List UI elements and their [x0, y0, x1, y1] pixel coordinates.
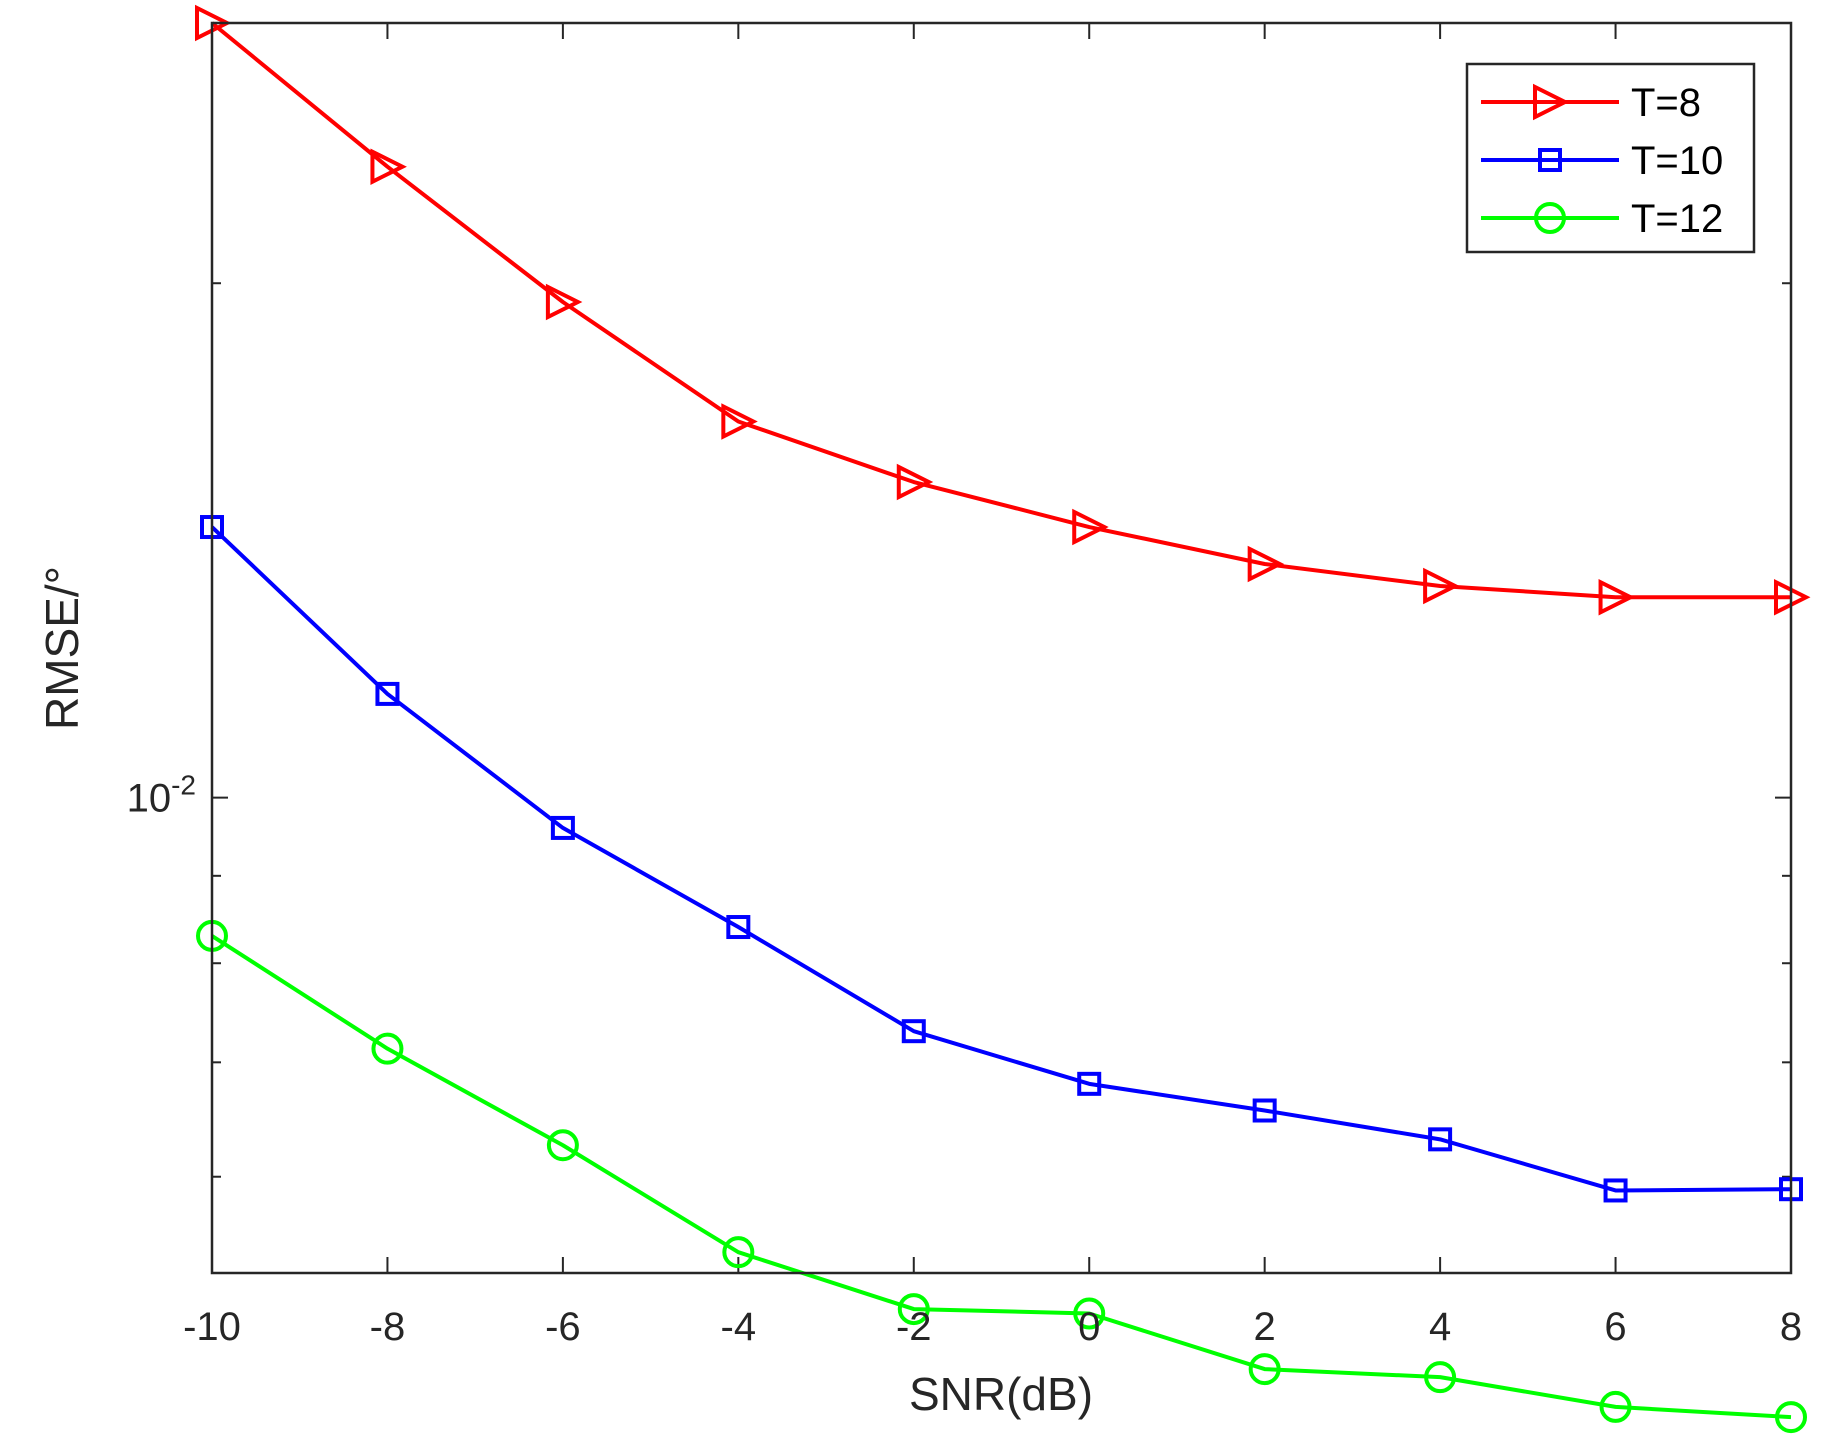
legend-label: T=10: [1631, 139, 1723, 183]
x-tick-label: -6: [545, 1305, 581, 1349]
legend: T=8 T=10 T=12: [1465, 62, 1756, 254]
x-tick-label: 8: [1780, 1305, 1802, 1349]
series-T=8: [195, 4, 1811, 616]
marker-circle: [722, 1236, 755, 1269]
marker-circle: [1599, 1390, 1632, 1423]
marker-triangle: [370, 148, 407, 185]
marker-triangle: [1423, 567, 1460, 605]
x-tick-label: -2: [896, 1305, 932, 1349]
series-line: [210, 21, 1791, 600]
legend-item: T=12: [1481, 197, 1723, 241]
marker-triangle: [1533, 83, 1570, 121]
plot-frame: [210, 21, 1793, 1275]
marker-circle: [1424, 1361, 1457, 1394]
marker-circle: [1775, 1401, 1807, 1434]
marker-triangle: [721, 403, 758, 440]
legend-label: T=8: [1631, 81, 1701, 125]
series-T=10: [200, 515, 1803, 1203]
marker-square: [1252, 1098, 1277, 1123]
marker-square: [1603, 1178, 1628, 1203]
marker-square: [726, 915, 751, 940]
marker-square: [901, 1019, 926, 1044]
y-axis-label: RMSE/°: [36, 566, 88, 730]
marker-triangle: [1247, 545, 1285, 583]
x-tick-label: 2: [1254, 1305, 1276, 1349]
marker-triangle: [545, 283, 583, 321]
marker-circle: [371, 1032, 404, 1065]
series-layer: [195, 4, 1811, 1434]
y-tick-label: 10-2: [127, 770, 196, 821]
series-T=12: [196, 919, 1807, 1434]
legend-item: T=10: [1481, 139, 1723, 183]
x-tick-label: 4: [1429, 1305, 1451, 1349]
marker-square: [375, 681, 400, 706]
x-tick-label: -4: [721, 1305, 757, 1349]
marker-circle: [1073, 1297, 1106, 1330]
x-tick-label: -10: [183, 1305, 241, 1349]
x-axis-label: SNR(dB): [909, 1368, 1093, 1420]
marker-circle: [897, 1293, 930, 1326]
x-tick-labels: -10 -8 -6 -4 -2 0 2 4 6 8: [183, 1305, 1802, 1349]
x-tick-label: 6: [1604, 1305, 1626, 1349]
series-line: [210, 525, 1792, 1193]
x-tick-label: -8: [370, 1305, 406, 1349]
marker-triangle: [1598, 579, 1636, 616]
marker-circle: [546, 1129, 579, 1162]
legend-item: T=8: [1481, 81, 1701, 125]
marker-triangle: [896, 463, 934, 501]
marker-square: [1538, 148, 1562, 172]
marker-square: [550, 815, 575, 840]
marker-triangle: [1072, 508, 1109, 546]
legend-label: T=12: [1631, 197, 1723, 241]
marker-square: [1428, 1127, 1453, 1152]
marker-square: [1077, 1071, 1102, 1096]
series-line: [210, 934, 1792, 1420]
x-tick-label: 0: [1078, 1305, 1100, 1349]
y-tick-labels: 10-2: [127, 770, 196, 821]
marker-circle: [1248, 1353, 1281, 1386]
marker-circle: [1534, 202, 1566, 234]
